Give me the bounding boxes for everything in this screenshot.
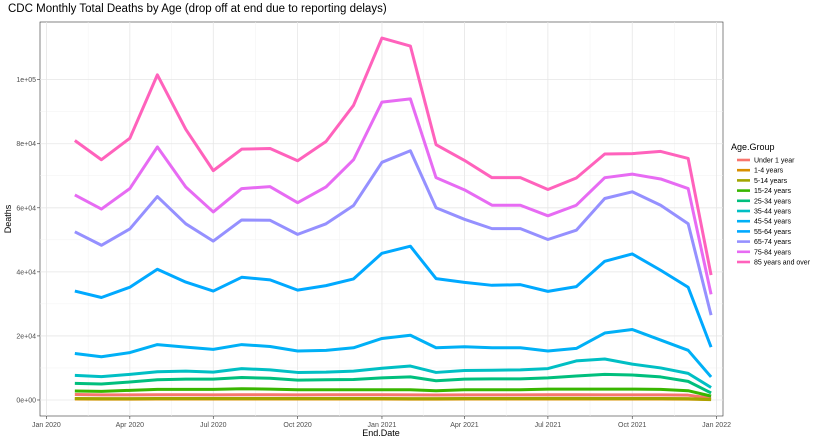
legend-label-55-64-years: 55-64 years [754, 229, 791, 236]
y-tick-label: 2e+04 [16, 333, 36, 340]
series-line-15-24-years [74, 387, 712, 398]
legend: Age.Group Under 1 year 1-4 years 5-14 year… [731, 142, 811, 267]
series-line-65-74-years [74, 149, 713, 316]
x-tick-label: Jul 2021 [535, 422, 562, 429]
x-tick-label: Jul 2020 [200, 422, 227, 429]
series-line-55-64-years [74, 244, 713, 348]
legend-label-75-84-years: 75-84 years [754, 249, 791, 256]
series-line-35-44-years [74, 357, 712, 389]
legend-title: Age.Group [731, 142, 775, 152]
y-tick-label: 6e+04 [16, 205, 36, 212]
x-tick-label: Jan 2021 [368, 422, 397, 429]
series-line-25-34-years [74, 372, 712, 395]
series-line-75-84-years [74, 97, 713, 295]
x-tick-label: Oct 2021 [618, 422, 647, 429]
legend-label-65-74-years: 65-74 years [754, 239, 791, 246]
legend-label-1-4-years: 1-4 years [754, 168, 784, 175]
series-layer [73, 36, 713, 402]
x-axis-title: End.Date [362, 428, 400, 438]
y-tick-label: 8e+04 [16, 141, 36, 148]
legend-label-45-54-years: 45-54 years [754, 219, 791, 226]
y-tick-label: 0e+00 [16, 397, 36, 404]
series-line-45-54-years [74, 328, 713, 378]
series-line-85-years-and-over [73, 36, 713, 276]
y-tick-label: 1e+05 [16, 77, 36, 84]
x-tick-label: Apr 2020 [116, 422, 145, 429]
x-tick-label: Jan 2022 [702, 422, 731, 429]
legend-label-85-years-and-over: 85 years and over [754, 260, 811, 267]
y-tick-label: 4e+04 [16, 269, 36, 276]
y-axis-title: Deaths [3, 204, 13, 233]
series-line-under-1-year [74, 393, 712, 400]
plot-panel [39, 21, 724, 417]
legend-label-15-24-years: 15-24 years [754, 188, 791, 195]
legend-label-25-34-years: 25-34 years [754, 198, 791, 205]
y-axis: 0e+00 2e+04 4e+04 6e+04 8e+04 1e+05 [16, 77, 40, 404]
x-axis: Jan 2020 Apr 2020 Jul 2020 Oct 2020 Jan 2021… [32, 416, 731, 429]
legend-label-under-1-year: Under 1 year [754, 158, 795, 165]
x-tick-label: Jan 2020 [32, 422, 61, 429]
x-tick-label: Oct 2020 [283, 422, 312, 429]
chart-title: CDC Monthly Total Deaths by Age (drop of… [8, 3, 387, 15]
legend-label-35-44-years: 35-44 years [754, 209, 791, 216]
legend-label-5-14-years: 5-14 years [754, 178, 788, 185]
series-line-5-14-years [74, 396, 712, 401]
x-tick-label: Apr 2021 [450, 422, 479, 429]
